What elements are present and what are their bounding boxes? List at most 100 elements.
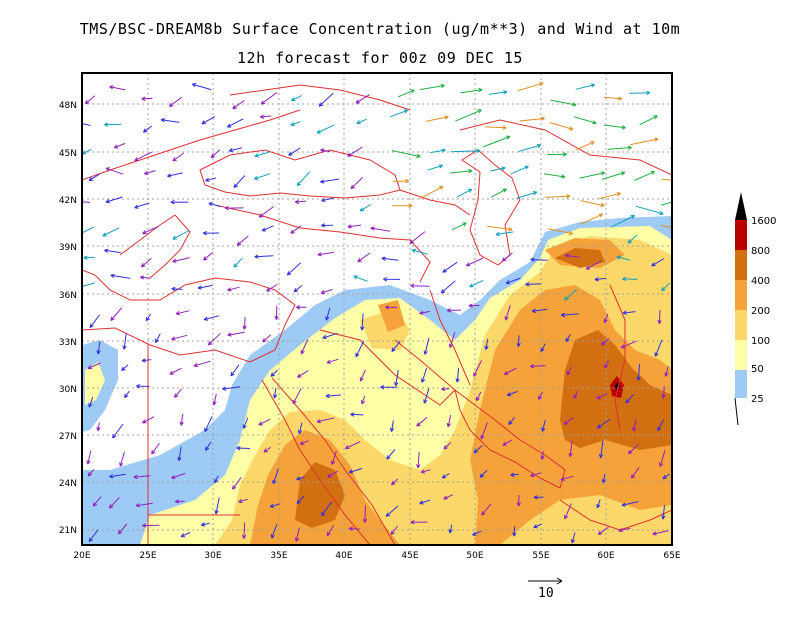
wind-arrow xyxy=(321,501,333,517)
wind-arrow xyxy=(141,96,153,101)
wind-arrow xyxy=(296,476,305,481)
wind-arrow xyxy=(544,194,571,199)
wind-arrow xyxy=(222,386,241,391)
wind-arrow xyxy=(597,526,609,535)
wind-arrow xyxy=(293,285,303,293)
wind-arrow xyxy=(465,257,484,267)
wind-arrow xyxy=(331,450,337,465)
wind-arrow xyxy=(113,142,126,149)
wind-arrow xyxy=(620,340,637,349)
ukraine-border xyxy=(229,84,411,111)
concentration-50-region xyxy=(85,362,105,405)
wind-arrow xyxy=(242,417,249,429)
concentration-400-region xyxy=(295,462,345,528)
wind-arrow xyxy=(448,524,453,534)
wind-arrow xyxy=(518,143,542,152)
wind-arrow xyxy=(423,337,430,355)
wind-arrow xyxy=(266,284,278,292)
wind-arrow xyxy=(96,341,101,355)
wind-arrow xyxy=(121,364,129,371)
wind-arrow xyxy=(224,205,244,211)
wind-arrow xyxy=(361,395,366,405)
wind-arrow xyxy=(661,282,670,292)
wind-arrow xyxy=(356,118,367,125)
wind-arrow xyxy=(241,522,247,539)
wind-arrow xyxy=(564,503,572,520)
wind-arrow xyxy=(151,443,160,455)
wind-arrow xyxy=(621,501,639,507)
wind-arrow xyxy=(193,360,211,368)
wind-arrow xyxy=(204,416,213,433)
wind-arrow xyxy=(486,225,513,232)
x-tick-label: 30E xyxy=(204,551,221,561)
wind-arrow xyxy=(203,252,213,261)
wind-arrow xyxy=(484,339,489,350)
wind-arrow xyxy=(357,252,371,263)
wind-arrow xyxy=(350,177,364,190)
map-panel xyxy=(81,72,673,546)
wind-arrow xyxy=(480,422,488,440)
wind-arrow xyxy=(455,367,460,383)
wind-arrow xyxy=(167,172,183,178)
wind-arrow xyxy=(479,469,488,478)
wind-arrow xyxy=(260,91,278,105)
wind-arrow xyxy=(512,526,517,537)
wind-arrow xyxy=(359,369,366,382)
wind-arrow xyxy=(205,441,212,451)
wind-arrow xyxy=(472,530,482,536)
wind-arrow xyxy=(297,422,303,435)
wind-arrow xyxy=(506,390,518,397)
colorbar-label: 800 xyxy=(751,246,770,257)
wind-arrow xyxy=(416,416,428,427)
wind-arrow xyxy=(599,192,621,200)
wind-arrow xyxy=(579,171,606,179)
wind-arrow xyxy=(409,231,426,244)
wind-arrow xyxy=(177,446,182,462)
x-tick-label: 25E xyxy=(139,551,156,561)
wind-arrow xyxy=(543,173,566,179)
wind-arrow xyxy=(117,523,128,535)
wind-arrow xyxy=(359,204,371,212)
wind-arrow xyxy=(416,451,421,469)
wind-arrow xyxy=(443,494,454,500)
wind-arrow xyxy=(201,116,216,125)
wind-arrow xyxy=(411,248,428,255)
wind-arrow xyxy=(585,260,602,270)
wind-arrow xyxy=(236,235,249,246)
wind-arrow xyxy=(296,171,310,187)
wind-arrow xyxy=(272,388,278,399)
wind-arrow xyxy=(258,418,271,426)
gridlines xyxy=(82,73,672,545)
wind-arrow xyxy=(603,96,623,101)
wind-arrow xyxy=(391,150,421,158)
y-tick-label: 39N xyxy=(59,243,77,253)
wind-arrow xyxy=(564,253,580,258)
wind-arrow xyxy=(596,499,601,509)
wind-arrow xyxy=(391,340,401,353)
wind-arrow xyxy=(348,468,363,474)
wind-arrow xyxy=(632,418,637,432)
black-sea-coast xyxy=(199,149,401,199)
wind-arrow xyxy=(105,196,123,204)
wind-arrow xyxy=(350,412,364,417)
wind-arrow xyxy=(629,137,659,146)
wind-arrow xyxy=(547,228,573,236)
wind-arrow xyxy=(269,503,281,508)
colorbar-swatch-200 xyxy=(735,280,747,310)
wind-arrow xyxy=(142,125,153,133)
wind-arrow xyxy=(530,257,548,262)
wind-arrow xyxy=(660,224,672,228)
wind-arrow xyxy=(254,254,274,259)
wind-arrow xyxy=(389,420,395,432)
wind-arrow xyxy=(174,388,182,398)
wind-arrow xyxy=(490,188,507,198)
x-tick-label: 45E xyxy=(401,551,418,561)
wind-arrow xyxy=(208,202,221,208)
wind-arrow xyxy=(473,360,483,377)
wind-arrow xyxy=(580,200,605,208)
wind-arrow xyxy=(594,277,607,282)
wind-arrow xyxy=(460,88,483,94)
wind-arrow xyxy=(508,417,515,425)
wind-arrow xyxy=(629,90,651,95)
wind-arrow xyxy=(82,226,94,234)
